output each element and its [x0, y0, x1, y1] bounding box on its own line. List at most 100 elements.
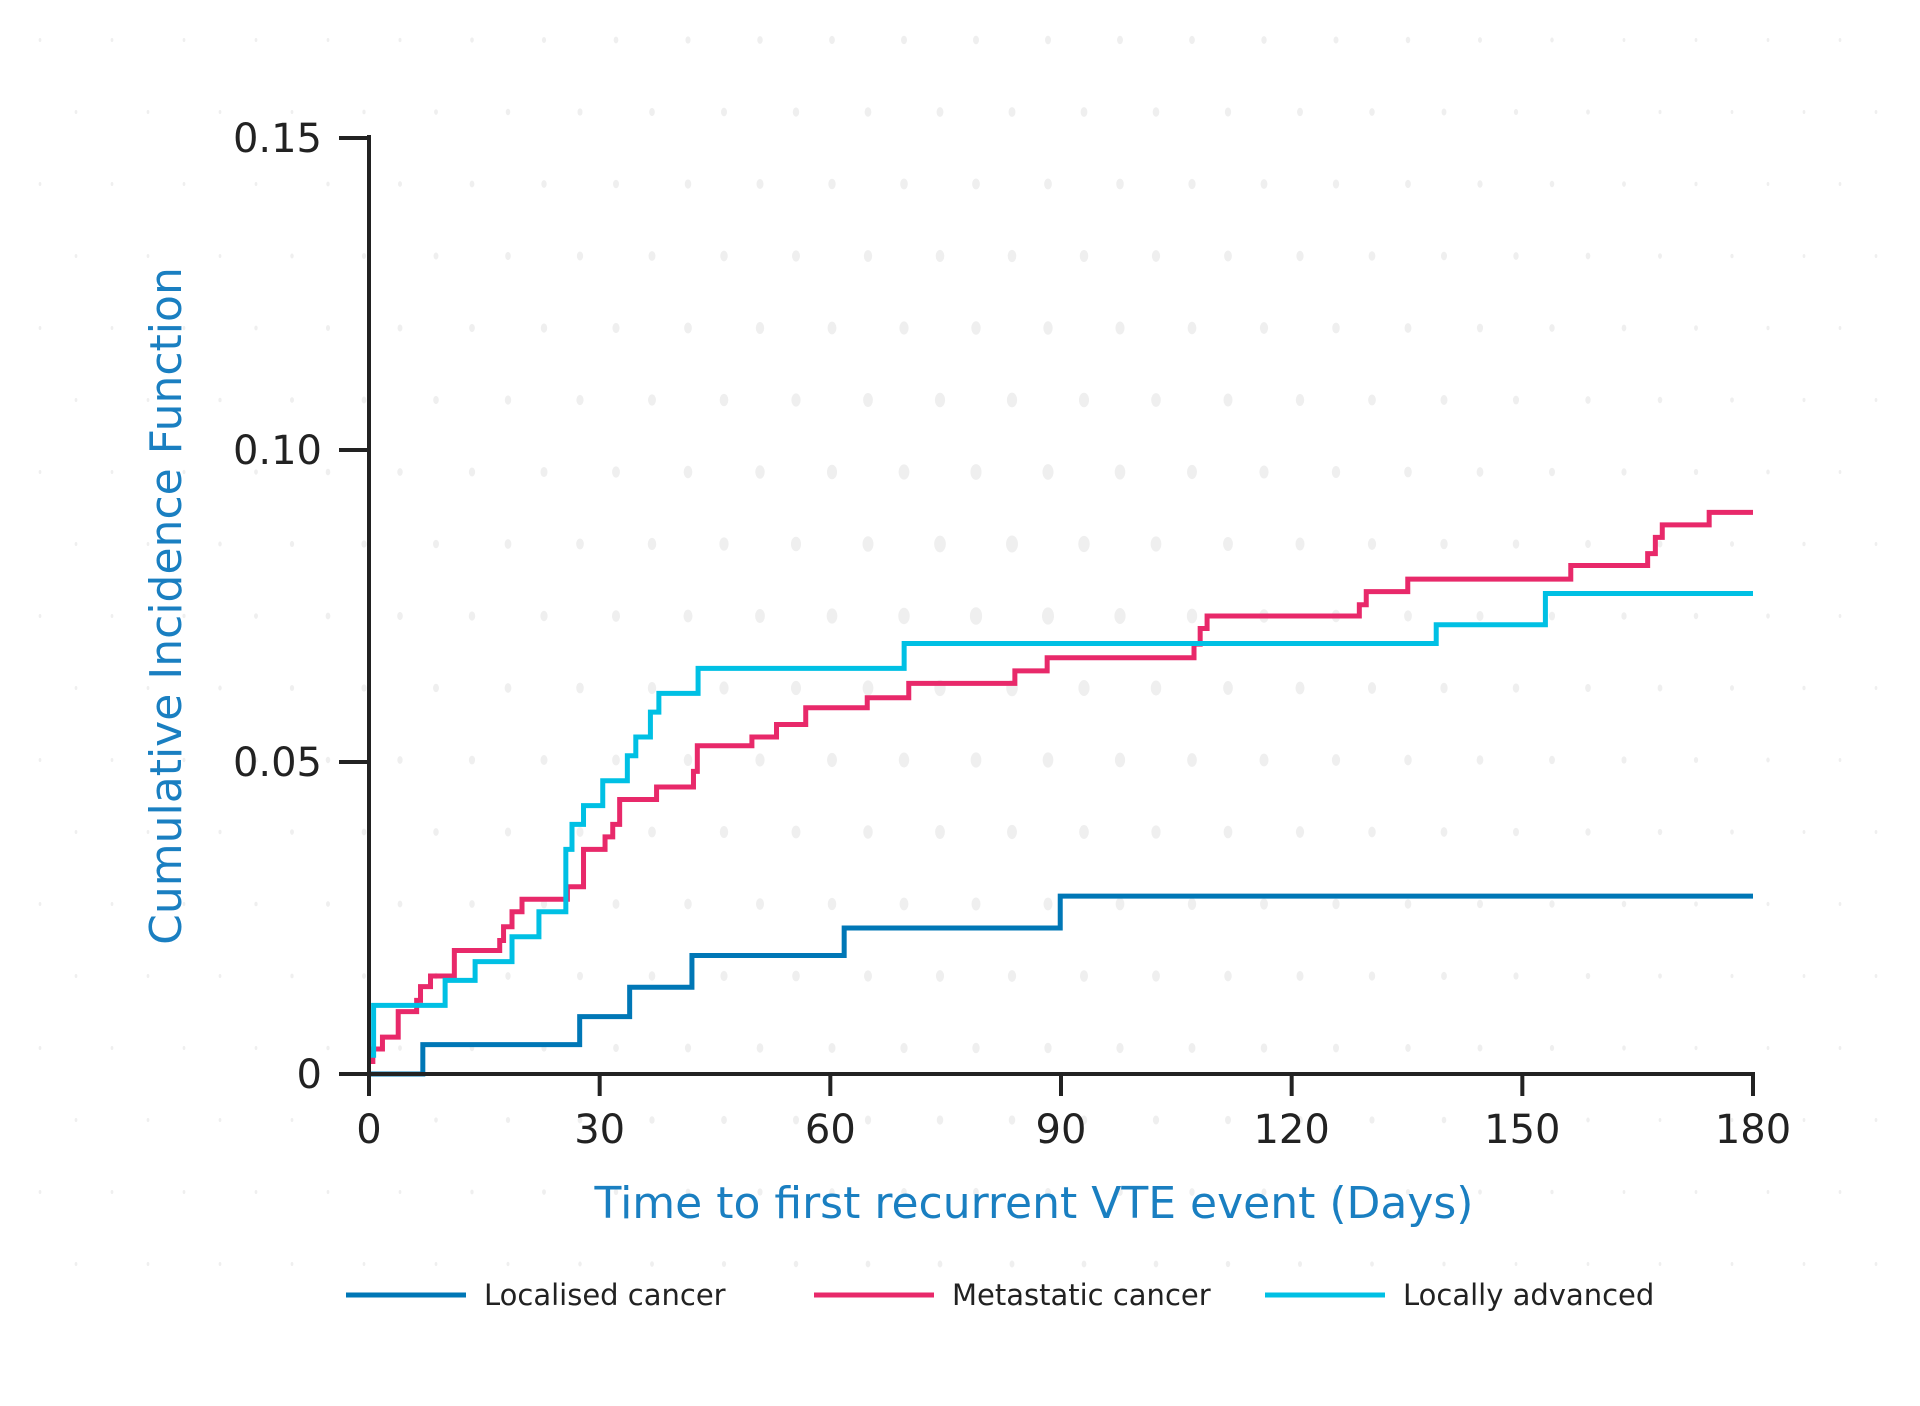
background-dot [468, 611, 476, 621]
background-dot [1368, 394, 1376, 406]
background-dot [648, 251, 656, 261]
background-dot [648, 826, 656, 838]
background-dot [719, 681, 729, 695]
background-dot [74, 254, 78, 258]
background-dot [361, 253, 367, 259]
background-dot [74, 110, 78, 114]
background-dot [1295, 537, 1305, 551]
background-dot [612, 322, 620, 334]
background-dot [1512, 683, 1520, 693]
background-dot [934, 392, 946, 408]
background-dot [1766, 757, 1770, 763]
background-dot [1476, 755, 1484, 765]
background-dot [290, 829, 294, 835]
background-dot [541, 37, 547, 43]
background-dot [755, 753, 765, 767]
background-dot [1367, 682, 1377, 694]
background-dot [1151, 250, 1161, 262]
background-dot [326, 181, 330, 187]
background-dot [540, 466, 548, 478]
background-dot [1838, 1190, 1842, 1194]
background-dot [1802, 685, 1806, 691]
background-dot [1514, 1262, 1518, 1266]
background-dot [74, 398, 78, 402]
background-dot [254, 182, 258, 186]
background-dot [505, 972, 511, 980]
background-dot [576, 251, 584, 261]
background-dot [613, 1043, 619, 1053]
background-dot [829, 35, 835, 45]
background-dot [397, 468, 403, 476]
background-dot [1549, 900, 1555, 908]
background-dot [970, 752, 982, 768]
background-dot [936, 1115, 944, 1125]
background-dot [864, 970, 872, 982]
series-line-locally-advanced [369, 591, 1753, 1058]
background-dot [1295, 826, 1305, 838]
background-dot [1116, 1042, 1124, 1054]
background-dot [1838, 182, 1842, 186]
background-dot [110, 182, 114, 186]
background-dot [1874, 110, 1878, 114]
background-dot [1078, 680, 1090, 696]
background-dot [1550, 1189, 1554, 1195]
background-dot [1153, 1260, 1159, 1268]
background-dot [361, 828, 367, 836]
background-dot [1224, 970, 1232, 982]
background-dot [325, 756, 331, 764]
background-dot [1260, 179, 1268, 189]
background-dot [38, 902, 42, 906]
background-dot [1549, 180, 1555, 188]
x-tick-label: 30 [574, 1107, 625, 1153]
background-dot [1838, 38, 1842, 42]
background-dot [792, 250, 800, 262]
background-dot [1693, 468, 1699, 476]
background-dot [1368, 826, 1376, 838]
background-dot [1658, 1262, 1662, 1266]
background-dot [1621, 900, 1627, 908]
background-dot [1079, 970, 1089, 982]
background-dot [397, 900, 403, 908]
x-axis-label: Time to first recurrent VTE event (Days) [594, 1178, 1474, 1229]
background-dot [1187, 753, 1197, 767]
background-dot [1622, 37, 1626, 43]
background-dot [540, 899, 548, 909]
background-dot [1838, 326, 1842, 330]
background-dot [1041, 607, 1055, 625]
background-dot [1512, 395, 1520, 405]
series-line-localised-cancer [369, 893, 1753, 1077]
background-dot [936, 107, 944, 117]
background-dot [1658, 253, 1662, 259]
background-dot [218, 397, 222, 403]
background-dot [1078, 535, 1090, 553]
background-dot [829, 1188, 835, 1196]
background-dot [1296, 971, 1304, 981]
background-dot [1224, 250, 1232, 262]
background-dot [972, 1042, 980, 1054]
background-dot [326, 38, 330, 42]
background-dot [1549, 324, 1555, 332]
background-dot [862, 680, 874, 696]
background-dot [1044, 178, 1052, 190]
background-dot [1008, 1115, 1016, 1125]
background-dot [1440, 682, 1448, 694]
background-dot [1440, 395, 1448, 405]
background-dot [433, 539, 439, 549]
background-dot [1078, 392, 1090, 408]
background-dot [720, 970, 728, 982]
series-line-metastatic-cancer [369, 509, 1753, 1065]
background-dot [1874, 1118, 1878, 1122]
background-dot [1730, 973, 1734, 979]
background-dot [38, 38, 42, 42]
legend-label: Localised cancer [484, 1278, 726, 1312]
background-dot [1586, 109, 1590, 115]
background-dot [1405, 36, 1411, 44]
background-dot [110, 902, 114, 906]
background-dot [937, 1260, 943, 1268]
background-dot [38, 470, 42, 474]
background-dot [1404, 899, 1412, 909]
background-dot [1225, 1260, 1231, 1268]
background-dot [290, 973, 294, 979]
background-dot [790, 536, 802, 552]
background-dot [1261, 36, 1267, 44]
